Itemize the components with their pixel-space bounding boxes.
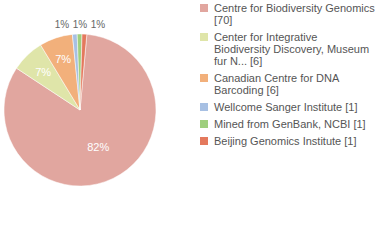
data-label: 1% (55, 19, 70, 30)
data-label: 7% (55, 53, 71, 65)
legend-label-line: Biodiversity Discovery, Museum (214, 43, 369, 55)
legend-label-line: Canadian Centre for DNA (214, 72, 340, 84)
legend-label: Canadian Centre for DNABarcoding [6] (214, 72, 340, 96)
legend-label: Center for IntegrativeBiodiversity Disco… (214, 31, 369, 67)
data-label: 82% (87, 141, 109, 153)
legend-label: Wellcome Sanger Institute [1] (214, 101, 357, 113)
legend-label-line: Barcoding [6] (214, 84, 279, 96)
legend-label-line: Centre for Biodiversity Genomics (214, 2, 375, 14)
legend-label: Centre for Biodiversity Genomics[70] (214, 2, 375, 26)
legend-swatch (200, 120, 208, 128)
data-label: 1% (73, 19, 88, 30)
pie-slice (4, 34, 156, 186)
legend-swatch (200, 103, 208, 111)
legend-swatch (200, 137, 208, 145)
legend-label-line: Beijing Genomics Institute [1] (214, 135, 356, 147)
data-labels: 82%7%7%1%1%1% (35, 19, 109, 153)
slices (4, 34, 156, 186)
legend-swatch (200, 33, 208, 41)
legend-swatch (200, 74, 208, 82)
chart: 82%7%7%1%1%1%Centre for Biodiversity Gen… (0, 0, 380, 240)
legend-label-line: Center for Integrative (214, 31, 317, 43)
pie-slice (80, 34, 87, 110)
legend-label: Mined from GenBank, NCBI [1] (214, 118, 366, 130)
legend-label-line: fur N... [6] (214, 55, 262, 67)
legend-swatch (200, 4, 208, 12)
legend-label-line: Mined from GenBank, NCBI [1] (214, 118, 366, 130)
legend-label: Beijing Genomics Institute [1] (214, 135, 356, 147)
data-label: 7% (35, 66, 51, 78)
legend-label-line: [70] (214, 14, 232, 26)
pie (4, 34, 156, 186)
legend-label-line: Wellcome Sanger Institute [1] (214, 101, 357, 113)
data-label: 1% (91, 19, 106, 30)
legend: Centre for Biodiversity Genomics[70]Cent… (200, 2, 375, 147)
